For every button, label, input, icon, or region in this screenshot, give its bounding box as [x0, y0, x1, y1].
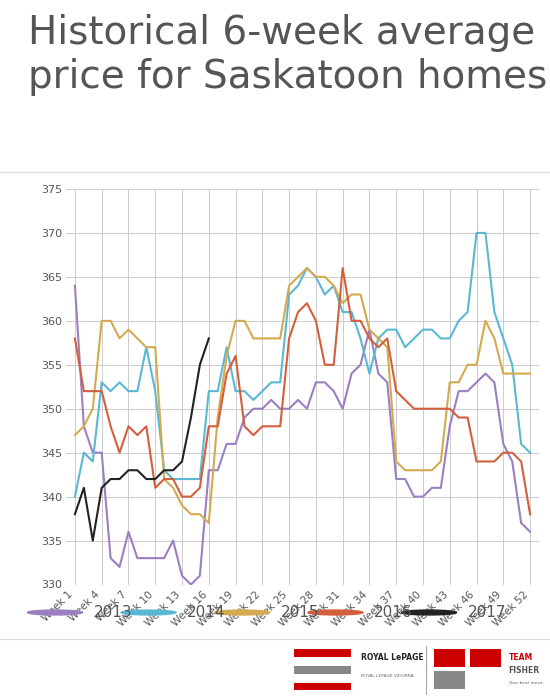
Text: 2017: 2017	[468, 605, 506, 620]
Bar	[294, 666, 351, 674]
Circle shape	[308, 610, 363, 615]
Circle shape	[121, 610, 176, 615]
Bar	[470, 650, 501, 667]
Bar	[433, 650, 465, 667]
Circle shape	[402, 610, 456, 615]
Circle shape	[28, 610, 82, 615]
Text: Historical 6-week average
price for Saskatoon homes: Historical 6-week average price for Sask…	[28, 14, 547, 96]
Bar	[294, 650, 351, 657]
Circle shape	[214, 610, 270, 615]
Text: 2015: 2015	[280, 605, 319, 620]
Text: ROYAL LEPAGE VIDORRA: ROYAL LEPAGE VIDORRA	[361, 674, 414, 678]
Text: 2016: 2016	[374, 605, 412, 620]
Text: ROYAL LePAGE: ROYAL LePAGE	[361, 652, 424, 662]
Bar	[433, 671, 465, 690]
Text: 2014: 2014	[187, 605, 225, 620]
Text: Your best move.: Your best move.	[509, 681, 544, 685]
Text: FISHER: FISHER	[509, 666, 540, 675]
Text: 2013: 2013	[94, 605, 132, 620]
Text: TEAM: TEAM	[509, 652, 533, 662]
Bar	[294, 682, 351, 690]
